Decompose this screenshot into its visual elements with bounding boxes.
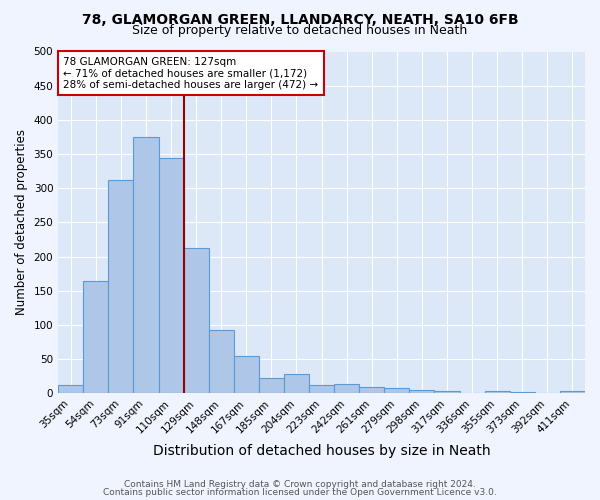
Bar — [560, 390, 585, 394]
Bar — [259, 378, 284, 394]
Text: Contains public sector information licensed under the Open Government Licence v3: Contains public sector information licen… — [103, 488, 497, 497]
Bar — [385, 388, 409, 394]
Bar — [83, 280, 109, 394]
Text: Contains HM Land Registry data © Crown copyright and database right 2024.: Contains HM Land Registry data © Crown c… — [124, 480, 476, 489]
Bar — [284, 374, 309, 394]
Bar — [109, 180, 133, 394]
Bar — [510, 392, 535, 394]
Bar — [58, 384, 83, 394]
X-axis label: Distribution of detached houses by size in Neath: Distribution of detached houses by size … — [153, 444, 490, 458]
Bar — [158, 158, 184, 394]
Bar — [209, 330, 234, 394]
Y-axis label: Number of detached properties: Number of detached properties — [15, 130, 28, 316]
Bar — [133, 137, 158, 394]
Bar — [409, 390, 434, 394]
Bar — [485, 390, 510, 394]
Text: 78, GLAMORGAN GREEN, LLANDARCY, NEATH, SA10 6FB: 78, GLAMORGAN GREEN, LLANDARCY, NEATH, S… — [82, 12, 518, 26]
Bar — [309, 384, 334, 394]
Bar — [184, 248, 209, 394]
Text: 78 GLAMORGAN GREEN: 127sqm
← 71% of detached houses are smaller (1,172)
28% of s: 78 GLAMORGAN GREEN: 127sqm ← 71% of deta… — [64, 56, 319, 90]
Bar — [359, 388, 385, 394]
Bar — [234, 356, 259, 394]
Text: Size of property relative to detached houses in Neath: Size of property relative to detached ho… — [133, 24, 467, 37]
Bar — [434, 392, 460, 394]
Bar — [334, 384, 359, 394]
Bar — [535, 393, 560, 394]
